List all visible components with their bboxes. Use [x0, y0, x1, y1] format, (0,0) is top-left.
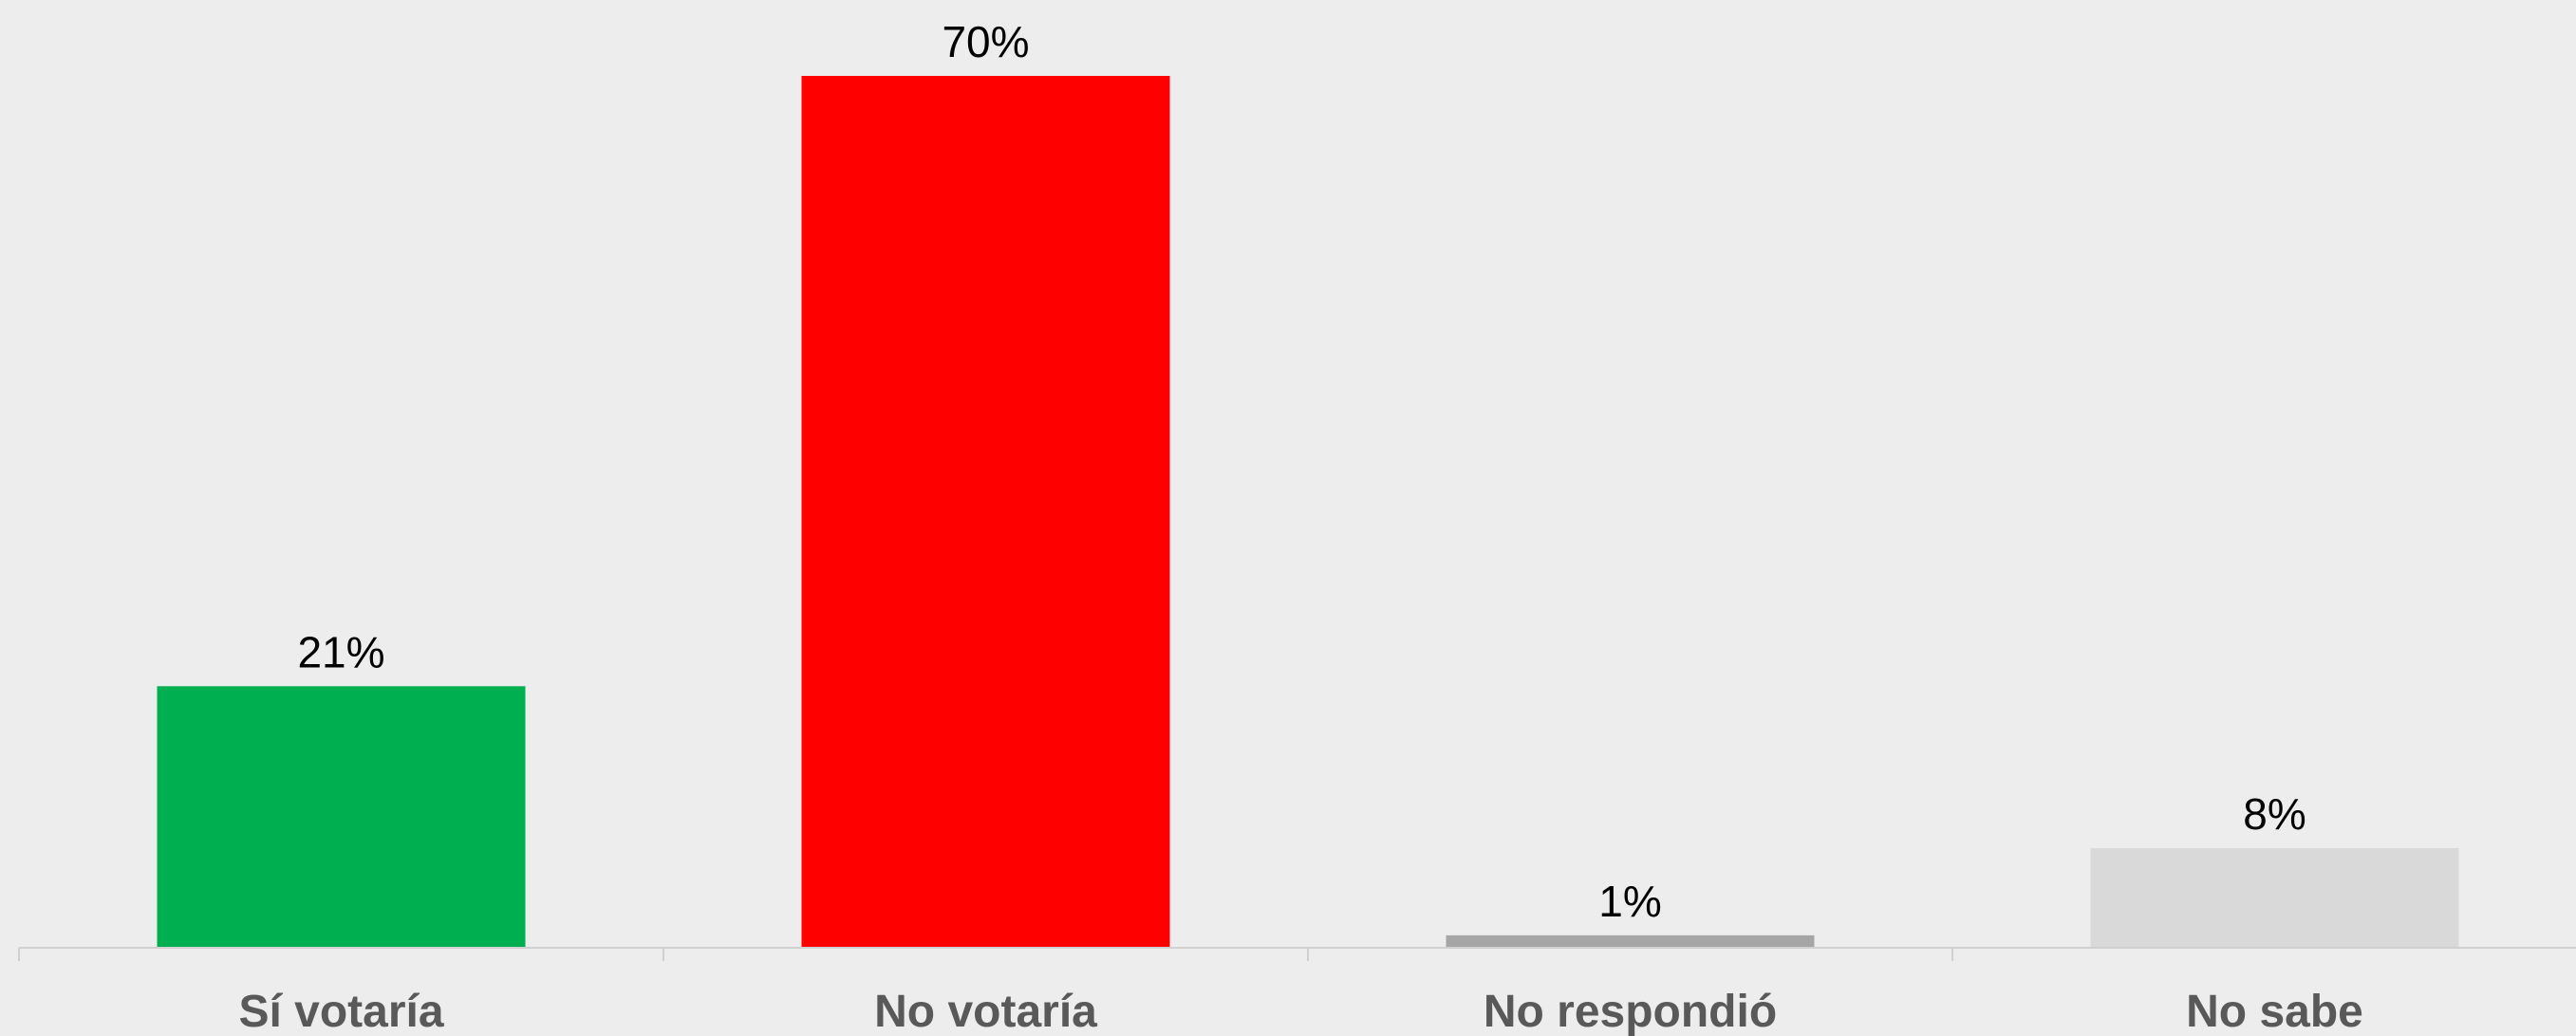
bar-value-label: 21% — [297, 627, 384, 676]
category-labels-group: Sí votaría No votaría No respondió No sabe — [238, 987, 2362, 1036]
bar — [801, 76, 1170, 948]
bar-value-label: 1% — [1598, 877, 1661, 926]
category-label: No votaría — [874, 987, 1097, 1036]
category-label: Sí votaría — [238, 987, 443, 1036]
bar — [2090, 847, 2459, 948]
data-labels-group: 21% 70% 1% 8% — [297, 17, 2305, 926]
category-label: No respondió — [1484, 987, 1777, 1036]
category-label: No sabe — [2186, 987, 2363, 1036]
bars-group — [157, 76, 2459, 948]
bar-value-label: 8% — [2243, 789, 2305, 839]
bar — [157, 686, 526, 948]
bar — [1446, 934, 1815, 948]
bar-value-label: 70% — [942, 17, 1029, 66]
x-axis-ticks — [18, 948, 1953, 961]
